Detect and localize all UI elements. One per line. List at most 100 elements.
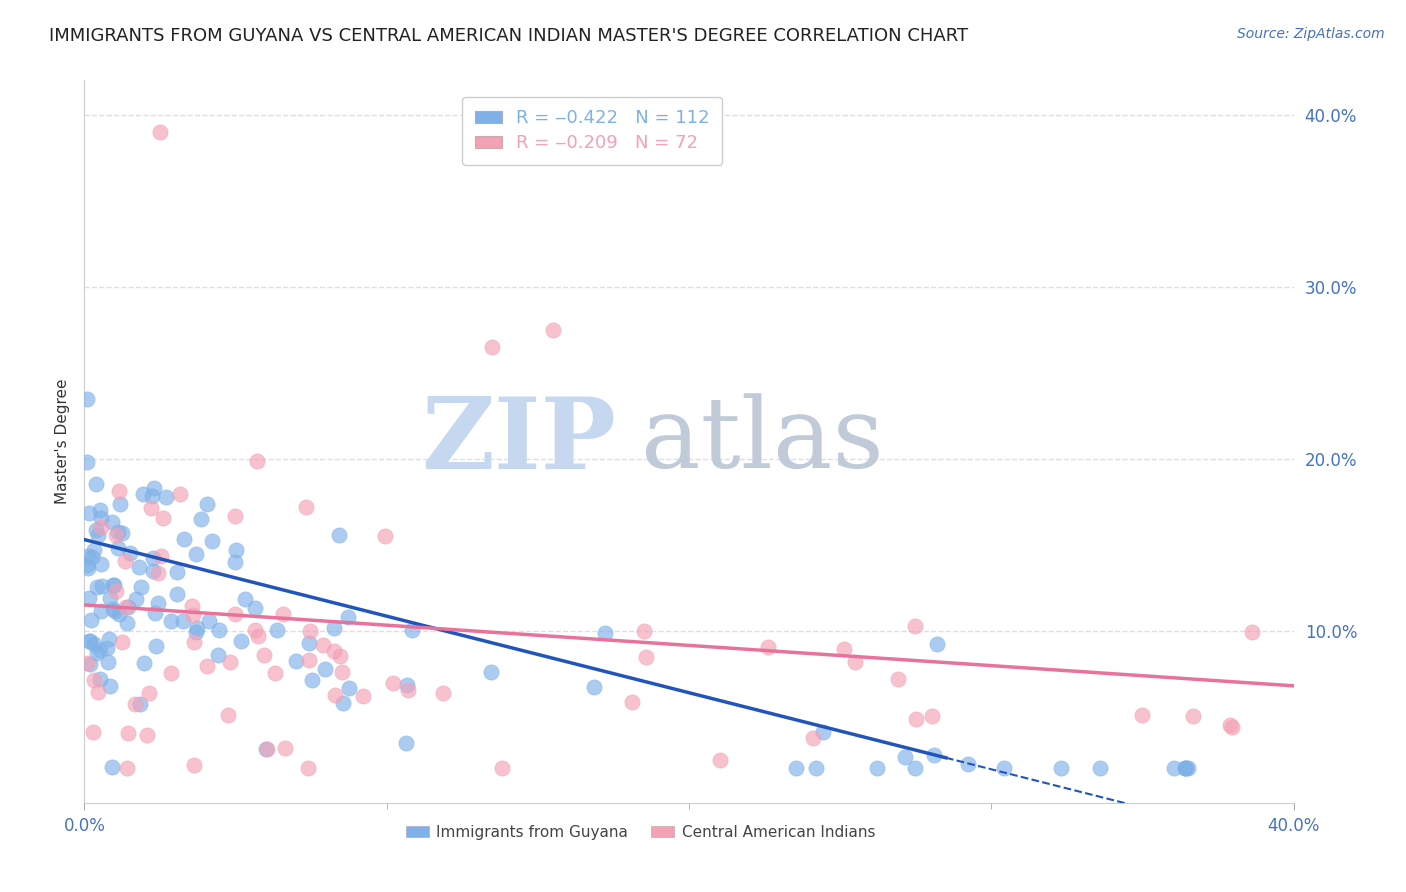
Point	[633, 624, 655, 639]
Text: Source: ZipAtlas.com: Source: ZipAtlas.com	[1237, 27, 1385, 41]
Point	[330, 665, 353, 679]
Point	[263, 665, 285, 680]
Point	[84, 477, 107, 491]
Point	[432, 686, 454, 700]
Point	[166, 587, 188, 601]
Point	[97, 656, 120, 670]
Point	[115, 761, 138, 775]
Point	[329, 648, 352, 663]
Text: ZIP: ZIP	[422, 393, 616, 490]
Point	[247, 629, 270, 643]
Y-axis label: Master's Degree: Master's Degree	[55, 379, 70, 504]
Point	[100, 680, 122, 694]
Point	[128, 559, 150, 574]
Point	[1049, 761, 1071, 775]
Point	[132, 487, 155, 501]
Point	[921, 709, 943, 723]
Point	[145, 639, 167, 653]
Point	[104, 583, 127, 598]
Point	[183, 758, 205, 772]
Point	[243, 601, 266, 615]
Point	[866, 761, 889, 775]
Point	[811, 724, 834, 739]
Point	[142, 551, 165, 566]
Point	[1163, 761, 1185, 775]
Point	[229, 633, 252, 648]
Point	[141, 489, 163, 503]
Point	[172, 614, 194, 628]
Point	[160, 665, 183, 680]
Point	[101, 759, 124, 773]
Point	[181, 599, 204, 613]
Point	[83, 673, 105, 688]
Point	[181, 608, 204, 623]
Point	[1174, 761, 1197, 775]
Point	[80, 613, 103, 627]
Point	[76, 656, 98, 670]
Point	[299, 624, 322, 638]
Point	[886, 673, 908, 687]
Point	[111, 635, 134, 649]
Point	[225, 543, 247, 558]
Point	[86, 580, 108, 594]
Point	[298, 636, 321, 650]
Point	[138, 686, 160, 700]
Point	[337, 610, 360, 624]
Point	[993, 761, 1015, 775]
Point	[84, 523, 107, 537]
Point	[1130, 708, 1153, 723]
Point	[224, 508, 246, 523]
Point	[323, 621, 346, 635]
Point	[120, 545, 142, 559]
Point	[801, 731, 824, 746]
Point	[246, 453, 269, 467]
Point	[273, 607, 295, 621]
Point	[124, 698, 146, 712]
Point	[184, 547, 207, 561]
Point	[117, 726, 139, 740]
Point	[146, 596, 169, 610]
Point	[481, 340, 503, 354]
Point	[104, 604, 127, 618]
Point	[90, 519, 112, 533]
Point	[298, 653, 321, 667]
Point	[1182, 708, 1205, 723]
Point	[252, 648, 274, 662]
Point	[186, 625, 208, 640]
Point	[332, 696, 354, 710]
Point	[395, 678, 418, 692]
Point	[834, 642, 856, 657]
Legend: Immigrants from Guyana, Central American Indians: Immigrants from Guyana, Central American…	[399, 819, 882, 846]
Point	[110, 525, 132, 540]
Point	[401, 623, 423, 637]
Point	[149, 549, 172, 564]
Point	[90, 558, 112, 572]
Point	[804, 761, 827, 775]
Point	[101, 601, 124, 615]
Point	[328, 528, 350, 542]
Point	[583, 680, 606, 694]
Point	[233, 591, 256, 606]
Point	[76, 549, 98, 564]
Point	[844, 655, 866, 669]
Point	[243, 623, 266, 637]
Point	[224, 555, 246, 569]
Point	[273, 741, 295, 756]
Point	[325, 688, 347, 702]
Point	[115, 616, 138, 631]
Point	[89, 673, 111, 687]
Point	[173, 532, 195, 546]
Point	[83, 542, 105, 557]
Point	[353, 689, 375, 703]
Point	[183, 634, 205, 648]
Point	[756, 640, 779, 654]
Point	[87, 684, 110, 698]
Point	[87, 528, 110, 542]
Point	[128, 697, 150, 711]
Point	[904, 619, 927, 633]
Point	[101, 578, 124, 592]
Point	[166, 565, 188, 579]
Text: atlas: atlas	[641, 393, 883, 490]
Point	[314, 662, 336, 676]
Point	[479, 665, 502, 680]
